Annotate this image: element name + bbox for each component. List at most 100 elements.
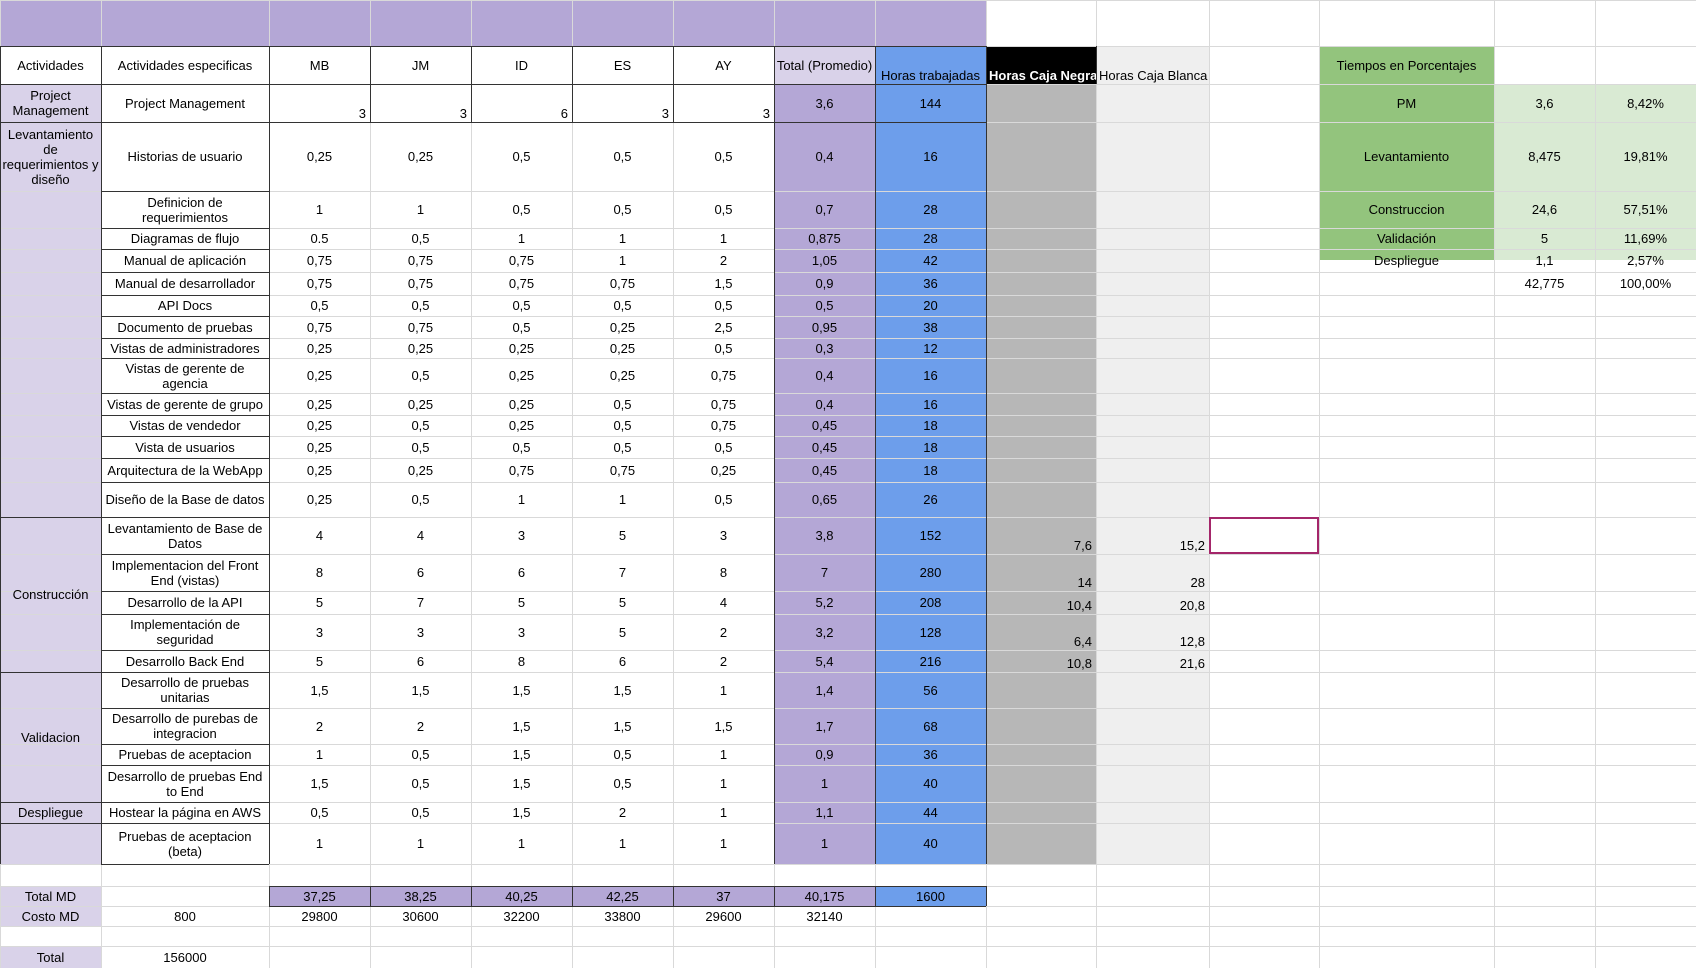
row-value-id[interactable]: 0,5 xyxy=(512,202,531,217)
row-activity-name[interactable]: Implementación de seguridad xyxy=(130,617,240,647)
group-levantamiento[interactable]: Levantamiento de requerimientos y diseño xyxy=(2,126,99,187)
row-value-es[interactable]: 0,5 xyxy=(613,747,632,762)
row-value-jm[interactable]: 0,75 xyxy=(407,319,434,335)
header-person-jm[interactable]: JM xyxy=(411,57,430,73)
row-total-promedio[interactable]: 0,9 xyxy=(815,747,834,762)
row-activity-name[interactable]: Project Management xyxy=(125,95,245,111)
row-total-promedio[interactable]: 0,4 xyxy=(815,368,834,383)
group-despliegue[interactable]: Despliegue xyxy=(17,805,84,820)
row-value-id[interactable]: 0,25 xyxy=(508,418,535,433)
row-total-promedio[interactable]: 0,4 xyxy=(815,149,834,164)
header-horas-caja-negra[interactable]: Horas Caja Negra xyxy=(989,68,1096,83)
row-total-promedio[interactable]: 0,875 xyxy=(808,231,841,246)
row-value-mb[interactable]: 0,25 xyxy=(306,340,333,356)
row-activity-name[interactable]: Historias de usuario xyxy=(127,149,243,164)
row-activity-name[interactable]: Desarrollo de la API xyxy=(127,595,243,610)
row-value-mb[interactable]: 3 xyxy=(315,624,324,640)
row-value-es[interactable]: 0,75 xyxy=(609,276,636,291)
pct-value[interactable]: 3,6 xyxy=(1535,95,1554,111)
row-total-promedio[interactable]: 0,65 xyxy=(811,492,838,507)
row-horas-caja-negra[interactable]: 6,4 xyxy=(1073,634,1092,649)
row-value-es[interactable]: 7 xyxy=(618,565,627,580)
pct-label[interactable]: Construccion xyxy=(1368,202,1445,217)
row-activity-name[interactable]: Pruebas de aceptacion xyxy=(118,747,252,762)
pct-value[interactable]: 5 xyxy=(1540,231,1549,246)
costo-rate[interactable]: 800 xyxy=(174,908,196,924)
row-value-id[interactable]: 3 xyxy=(517,624,526,640)
row-activity-name[interactable]: Arquitectura de la WebApp xyxy=(107,462,263,478)
row-value-mb[interactable]: 5 xyxy=(315,595,324,610)
row-total-promedio[interactable]: 0,45 xyxy=(811,439,838,455)
row-horas-trabajadas[interactable]: 128 xyxy=(919,624,942,640)
row-activity-name[interactable]: Vista de usuarios xyxy=(135,439,235,455)
row-value-mb[interactable]: 0,75 xyxy=(306,319,333,335)
row-value-ay[interactable]: 0,5 xyxy=(714,149,733,164)
row-activity-name[interactable]: Levantamiento de Base de Datos xyxy=(107,520,263,551)
row-horas-trabajadas[interactable]: 16 xyxy=(923,368,938,383)
row-total-promedio[interactable]: 5,2 xyxy=(815,595,834,610)
pct-percent[interactable]: 8,42% xyxy=(1627,95,1664,111)
row-total-promedio[interactable]: 0,3 xyxy=(815,340,834,356)
row-total-promedio[interactable]: 1 xyxy=(820,776,829,791)
row-value-jm[interactable]: 2 xyxy=(416,718,425,734)
row-value-id[interactable]: 0,5 xyxy=(512,439,531,455)
row-horas-trabajadas[interactable]: 12 xyxy=(923,340,938,356)
row-value-jm[interactable]: 0,25 xyxy=(407,149,434,164)
row-value-mb[interactable]: 0,5 xyxy=(310,805,329,820)
row-value-es[interactable]: 1,5 xyxy=(613,682,632,698)
row-value-jm[interactable]: 1 xyxy=(416,836,425,851)
row-value-id[interactable]: 1,5 xyxy=(512,718,531,734)
group-validacion[interactable]: Validacion xyxy=(20,729,81,745)
row-activity-name[interactable]: Desarrollo Back End xyxy=(125,653,245,669)
row-value-mb[interactable]: 1,5 xyxy=(310,776,329,791)
row-total-promedio[interactable]: 5,4 xyxy=(815,653,834,669)
row-value-jm[interactable]: 6 xyxy=(416,653,425,669)
pct-value[interactable]: 8,475 xyxy=(1528,149,1561,164)
row-value-es[interactable]: 0,25 xyxy=(609,368,636,383)
row-value-id[interactable]: 0,75 xyxy=(508,276,535,291)
row-value-ay[interactable]: 8 xyxy=(719,565,728,580)
row-value-mb[interactable]: 5 xyxy=(315,653,324,669)
row-value-id[interactable]: 1 xyxy=(517,231,526,246)
row-value-ay[interactable]: 2,5 xyxy=(714,319,733,335)
header-person-ay[interactable]: AY xyxy=(715,57,732,73)
row-value-es[interactable]: 1 xyxy=(618,492,627,507)
row-value-ay[interactable]: 2 xyxy=(719,653,728,669)
header-person-es[interactable]: ES xyxy=(613,57,632,73)
row-value-ay[interactable]: 1 xyxy=(719,231,728,246)
row-value-ay[interactable]: 0,75 xyxy=(710,418,737,433)
totals-value-id[interactable]: 40,25 xyxy=(505,888,538,904)
pct-percent[interactable]: 2,57% xyxy=(1627,253,1664,268)
row-total-promedio[interactable]: 1 xyxy=(820,836,829,851)
row-activity-name[interactable]: Documento de pruebas xyxy=(117,319,253,335)
row-value-ay[interactable]: 0,5 xyxy=(714,298,733,313)
costo-value-jm[interactable]: 30600 xyxy=(402,908,439,924)
row-value-id[interactable]: 0,75 xyxy=(508,253,535,268)
totals-total-promedio[interactable]: 40,175 xyxy=(804,888,845,904)
row-value-id[interactable]: 3 xyxy=(517,528,526,543)
costo-value-mb[interactable]: 29800 xyxy=(301,908,338,924)
row-value-jm[interactable]: 0,5 xyxy=(411,439,430,455)
row-total-promedio[interactable]: 1,4 xyxy=(815,682,834,698)
row-value-mb[interactable]: 3 xyxy=(358,106,366,121)
row-horas-trabajadas[interactable]: 208 xyxy=(919,595,942,610)
row-value-es[interactable]: 0,5 xyxy=(613,776,632,791)
costo-total[interactable]: 32140 xyxy=(806,908,843,924)
pct-sum-percent[interactable]: 100,00% xyxy=(1619,276,1672,291)
row-total-promedio[interactable]: 0,9 xyxy=(815,276,834,291)
row-value-id[interactable]: 8 xyxy=(517,653,526,669)
row-value-ay[interactable]: 1 xyxy=(719,805,728,820)
row-value-es[interactable]: 6 xyxy=(618,653,627,669)
row-value-ay[interactable]: 0,5 xyxy=(714,439,733,455)
row-horas-trabajadas[interactable]: 26 xyxy=(923,492,938,507)
row-value-ay[interactable]: 1 xyxy=(719,776,728,791)
row-value-ay[interactable]: 1 xyxy=(719,747,728,762)
row-value-ay[interactable]: 1 xyxy=(719,836,728,851)
row-value-ay[interactable]: 0,5 xyxy=(714,340,733,356)
row-value-jm[interactable]: 0,5 xyxy=(411,805,430,820)
costo-label[interactable]: Costo MD xyxy=(21,908,80,924)
row-total-promedio[interactable]: 0,4 xyxy=(815,396,834,412)
row-value-mb[interactable]: 0,25 xyxy=(306,439,333,455)
row-value-ay[interactable]: 2 xyxy=(719,253,728,268)
pct-label[interactable]: Levantamiento xyxy=(1363,149,1450,164)
